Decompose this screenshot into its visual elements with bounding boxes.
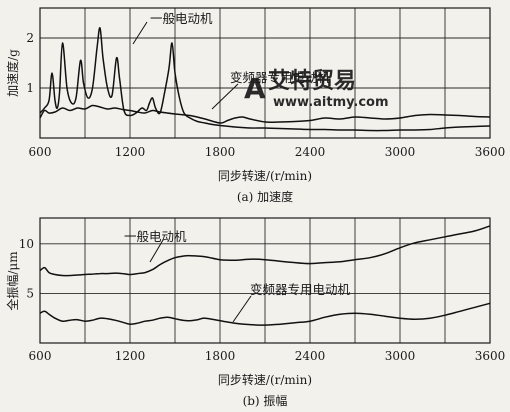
- x-tick-label: 3600: [475, 349, 506, 363]
- series-label-b-vfd: 变频器专用电动机: [250, 282, 351, 297]
- watermark-name: 艾特贸易: [268, 68, 356, 94]
- plot-frame-b: [39, 217, 491, 344]
- x-tick-label: 1200: [115, 145, 146, 159]
- x-tick-label: 3000: [385, 145, 416, 159]
- x-tick-label: 2400: [295, 349, 326, 363]
- series-line-general-motor-b: [39, 225, 491, 277]
- x-tick-label: 1800: [205, 349, 236, 363]
- y-tick-label: 5: [26, 286, 34, 300]
- leader-line-a-general: [132, 21, 148, 45]
- leader-line-b-vfd: [232, 295, 252, 323]
- curves-b: [39, 225, 491, 326]
- x-tick-labels-b: 600 1200 1800 2400 3000 3600: [29, 349, 506, 363]
- series-label-a-general: 一般电动机: [150, 11, 213, 26]
- y-tick-label: 1: [26, 81, 34, 95]
- y-tick-labels-a: 12: [26, 31, 34, 95]
- grid-b: [40, 218, 490, 343]
- watermark-logo: A 艾特贸易 www.aitmy.com: [244, 68, 389, 110]
- x-axis-label-b: 同步转速/(r/min): [218, 372, 312, 387]
- y-axis-label-b: 全振幅/μm: [5, 251, 20, 311]
- plot-frame-a: [39, 7, 491, 139]
- caption-b: (b) 振幅: [243, 393, 288, 408]
- curves-a: [39, 27, 491, 132]
- series-label-b-general: 一般电动机: [124, 229, 187, 244]
- series-line-vfd-motor-a: [39, 104, 491, 124]
- x-tick-labels-a: 600 1200 1800 2400 3000 3600: [29, 145, 506, 159]
- caption-a: (a) 加速度: [237, 189, 293, 204]
- series-label-a-vfd: 变频器专用电动机: [230, 70, 331, 85]
- y-axis-label-a: 加速度/g: [5, 49, 20, 97]
- x-tick-label: 600: [29, 349, 52, 363]
- grid-a: [40, 8, 490, 138]
- x-axis-label-a: 同步转速/(r/min): [218, 168, 312, 183]
- leader-line-b-general: [149, 239, 164, 263]
- x-tick-label: 3000: [385, 349, 416, 363]
- y-tick-label: 2: [26, 31, 34, 45]
- leader-line-a-vfd: [211, 83, 239, 110]
- watermark-logo-letter: A: [244, 72, 266, 105]
- series-line-vfd-motor-b: [39, 302, 491, 326]
- x-tick-label: 1200: [115, 349, 146, 363]
- y-tick-label: 10: [19, 237, 34, 251]
- series-line-general-motor-a: [39, 27, 491, 132]
- watermark-url: www.aitmy.com: [273, 95, 389, 110]
- x-tick-label: 3600: [475, 145, 506, 159]
- acceleration-panel: 600 1200 1800 2400 3000 3600 12 加速度/g 同步转速/(r…: [5, 7, 506, 204]
- x-tick-label: 600: [29, 145, 52, 159]
- y-tick-labels-b: 5 10: [19, 237, 34, 301]
- x-tick-label: 2400: [295, 145, 326, 159]
- x-tick-label: 1800: [205, 145, 236, 159]
- amplitude-panel: 600 1200 1800 2400 3000 3600 5 10 全振幅/μm 同步转速/…: [5, 217, 506, 408]
